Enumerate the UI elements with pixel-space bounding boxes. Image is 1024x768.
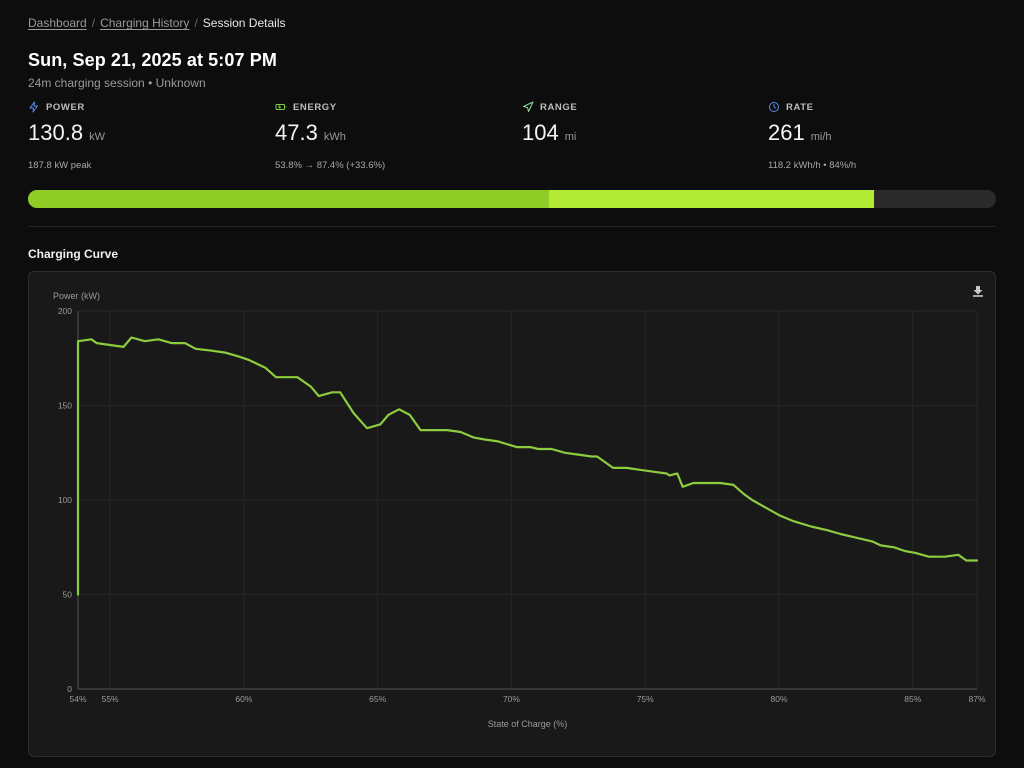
x-tick-label: 87% <box>968 694 985 704</box>
charging-curve-chart: 0 50 100 150 200 54% 55% 60% 65% 70% 75% 80% 85% 87% P… <box>53 291 986 729</box>
battery-icon <box>275 101 287 113</box>
divider <box>28 226 996 227</box>
power-curve-line <box>76 336 979 596</box>
stat-range-header: RANGE <box>522 101 752 113</box>
stat-rate-value-row: 261 mi/h <box>768 120 998 146</box>
page-title: Sun, Sep 21, 2025 at 5:07 PM <box>28 50 277 70</box>
stat-range-value-row: 104 mi <box>522 120 752 146</box>
x-tick-label: 70% <box>503 694 520 704</box>
x-tick-label: 85% <box>904 694 921 704</box>
x-axis-label: State of Charge (%) <box>488 719 568 729</box>
stat-power-value-row: 130.8 kW <box>28 120 258 146</box>
breadcrumb-charging-history-link[interactable]: Charging History <box>100 16 190 30</box>
x-tick-label: 80% <box>770 694 787 704</box>
x-tick-label: 60% <box>235 694 252 704</box>
x-tick-label: 54% <box>69 694 86 704</box>
stat-power: POWER 130.8 kW 187.8 kW peak <box>28 101 258 171</box>
stat-range-unit: mi <box>564 131 577 143</box>
stat-rate: RATE 261 mi/h 118.2 kWh/h • 84%/h <box>768 101 998 172</box>
stat-power-value: 130.8 <box>28 120 84 145</box>
progress-added-segment <box>548 190 875 208</box>
breadcrumb-separator: / <box>194 16 198 30</box>
stat-energy: ENERGY 47.3 kWh 53.8% → 87.4% (+33.6%) <box>275 101 505 172</box>
y-tick-label: 200 <box>58 306 72 316</box>
charging-curve-title: Charging Curve <box>28 247 119 261</box>
download-icon[interactable] <box>971 284 985 298</box>
navigation-arrow-icon <box>522 101 534 113</box>
breadcrumb-separator: / <box>91 16 96 30</box>
stat-energy-value: 47.3 <box>275 120 318 145</box>
charge-progress-bar <box>28 190 996 208</box>
y-tick-label: 0 <box>67 684 72 694</box>
stat-range-value: 104 <box>522 120 559 145</box>
x-tick-label: 75% <box>637 694 654 704</box>
stat-energy-unit: kWh <box>323 131 346 143</box>
stat-range-label: RANGE <box>540 101 578 113</box>
x-tick-label: 55% <box>102 694 119 704</box>
bolt-icon <box>28 101 40 113</box>
breadcrumb-current: Session Details <box>202 16 286 30</box>
stat-energy-label: ENERGY <box>293 101 337 113</box>
y-axis-label: Power (kW) <box>53 291 100 301</box>
breadcrumb-dashboard-link[interactable]: Dashboard <box>28 16 87 30</box>
stat-energy-value-row: 47.3 kWh <box>275 120 505 146</box>
stat-rate-sub: 118.2 kWh/h • 84%/h <box>768 160 857 171</box>
stat-power-header: POWER <box>28 101 258 113</box>
clock-icon <box>768 101 780 113</box>
progress-start-segment <box>28 190 549 208</box>
charging-curve-card: 0 50 100 150 200 54% 55% 60% 65% 70% 75% 80% 85% 87% P… <box>28 271 996 757</box>
session-subtitle: 24m charging session • Unknown <box>28 76 206 90</box>
stat-energy-header: ENERGY <box>275 101 505 113</box>
y-tick-label: 150 <box>58 401 72 411</box>
stat-power-label: POWER <box>46 101 85 113</box>
y-tick-label: 100 <box>58 495 72 505</box>
y-tick-label: 50 <box>63 590 73 600</box>
stat-rate-header: RATE <box>768 101 998 113</box>
breadcrumb: Dashboard / Charging History / Session Detai… <box>28 16 286 30</box>
stat-rate-unit: mi/h <box>810 131 832 143</box>
stat-power-unit: kW <box>89 131 105 143</box>
stat-range: RANGE 104 mi <box>522 101 752 146</box>
stat-power-sub: 187.8 kW peak <box>28 160 92 171</box>
x-tick-label: 65% <box>369 694 386 704</box>
stat-energy-sub: 53.8% → 87.4% (+33.6%) <box>275 160 386 171</box>
stat-rate-label: RATE <box>786 101 814 113</box>
stat-rate-value: 261 <box>768 120 805 145</box>
